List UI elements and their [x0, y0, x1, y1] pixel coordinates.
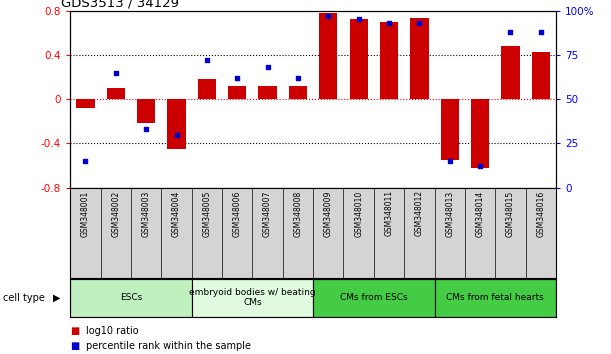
Text: GSM348008: GSM348008 [293, 190, 302, 236]
Text: ESCs: ESCs [120, 293, 142, 302]
Bar [107, 88, 125, 99]
Point [202, 57, 212, 63]
Bar [192, 279, 313, 317]
Text: GSM348010: GSM348010 [354, 190, 363, 236]
Point [111, 70, 121, 75]
Point [536, 29, 546, 35]
Point [384, 20, 394, 26]
Text: GSM348009: GSM348009 [324, 190, 333, 237]
Text: ■: ■ [70, 341, 79, 351]
Point [445, 158, 455, 164]
Text: log10 ratio: log10 ratio [86, 326, 138, 336]
Point [263, 64, 273, 70]
Text: GDS3513 / 34129: GDS3513 / 34129 [60, 0, 178, 10]
Bar [441, 99, 459, 160]
Text: ■: ■ [70, 326, 79, 336]
Bar [471, 99, 489, 168]
Bar [70, 279, 192, 317]
Text: GSM348012: GSM348012 [415, 190, 424, 236]
Point [505, 29, 515, 35]
Text: GSM348004: GSM348004 [172, 190, 181, 237]
Point [475, 164, 485, 169]
Bar [319, 13, 337, 99]
Text: GSM348003: GSM348003 [142, 190, 151, 237]
Text: GSM348013: GSM348013 [445, 190, 454, 236]
Point [141, 126, 151, 132]
Text: CMs from fetal hearts: CMs from fetal hearts [447, 293, 544, 302]
Text: GSM348015: GSM348015 [506, 190, 515, 236]
Point [414, 20, 424, 26]
Text: GSM348001: GSM348001 [81, 190, 90, 236]
Text: GSM348005: GSM348005 [202, 190, 211, 237]
Text: cell type: cell type [3, 293, 45, 303]
Text: GSM348007: GSM348007 [263, 190, 272, 237]
Text: embryoid bodies w/ beating
CMs: embryoid bodies w/ beating CMs [189, 288, 316, 307]
Bar [137, 99, 155, 124]
Text: GSM348006: GSM348006 [233, 190, 242, 237]
Bar [228, 86, 246, 99]
Point [323, 13, 333, 19]
Point [354, 17, 364, 22]
Bar [313, 279, 434, 317]
Bar [349, 19, 368, 99]
Point [81, 158, 90, 164]
Bar [76, 99, 95, 108]
Bar [258, 86, 277, 99]
Point [172, 132, 181, 137]
Bar [380, 22, 398, 99]
Text: CMs from ESCs: CMs from ESCs [340, 293, 408, 302]
Text: GSM348002: GSM348002 [111, 190, 120, 236]
Text: GSM348016: GSM348016 [536, 190, 546, 236]
Bar [167, 99, 186, 149]
Point [232, 75, 242, 81]
Bar [198, 79, 216, 99]
Text: ▶: ▶ [53, 293, 60, 303]
Bar [411, 18, 428, 99]
Bar [502, 46, 519, 99]
Text: percentile rank within the sample: percentile rank within the sample [86, 341, 251, 351]
Text: GSM348011: GSM348011 [384, 190, 393, 236]
Bar [434, 279, 556, 317]
Text: GSM348014: GSM348014 [475, 190, 485, 236]
Point [293, 75, 303, 81]
Bar [532, 52, 550, 99]
Bar [289, 86, 307, 99]
